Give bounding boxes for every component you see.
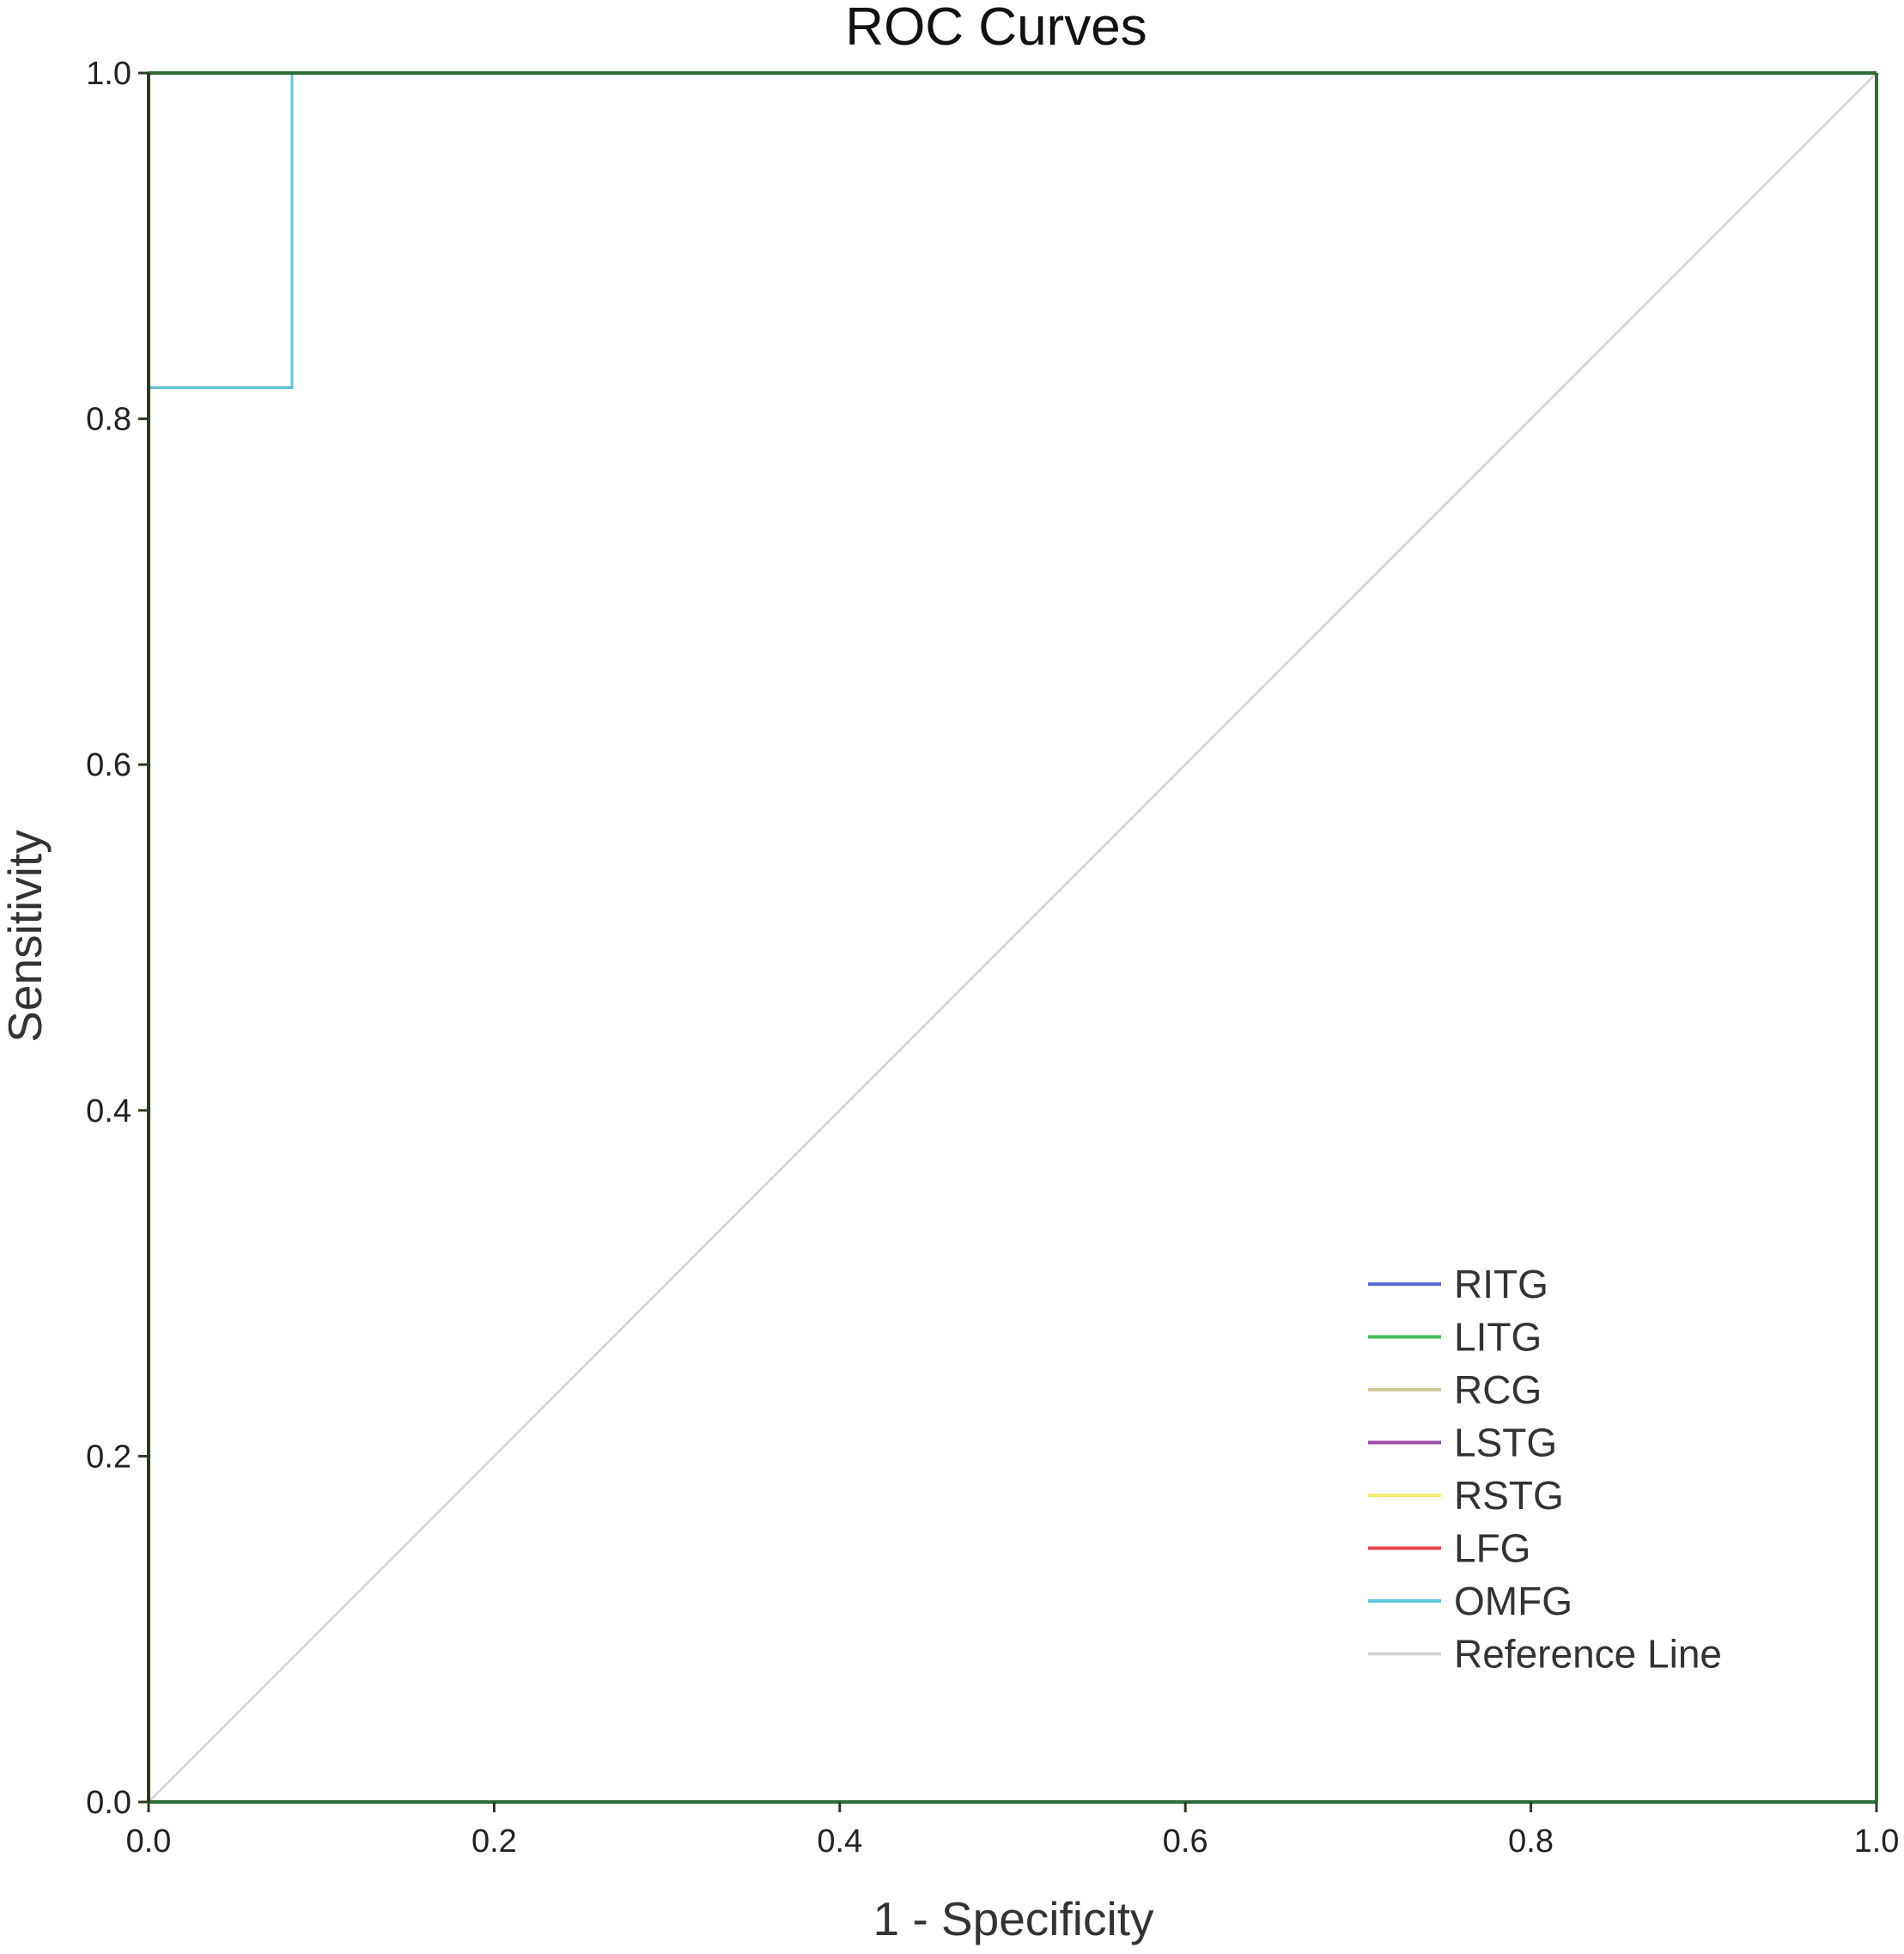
legend-label-lstg: LSTG — [1454, 1421, 1557, 1465]
y-tick-label: 0.0 — [86, 1785, 131, 1821]
legend-label-lfg: LFG — [1454, 1526, 1530, 1571]
legend-label-reference-line: Reference Line — [1454, 1632, 1722, 1677]
x-tick-label: 0.4 — [817, 1823, 862, 1860]
x-tick-label: 1.0 — [1854, 1823, 1900, 1860]
y-axis-label: Sensitivity — [0, 830, 52, 1043]
legend-label-litg: LITG — [1454, 1315, 1542, 1360]
legend-label-ritg: RITG — [1454, 1262, 1548, 1306]
x-tick-label: 0.8 — [1508, 1823, 1554, 1860]
x-tick-label: 0.2 — [471, 1823, 517, 1860]
axis-ticks: 0.0 0.2 0.4 0.6 0.8 1.0 0.0 0.2 0.4 0.6 0.8 1.0 — [86, 56, 1899, 1860]
plot-frame — [147, 71, 1878, 1804]
x-tick-label: 0.6 — [1163, 1823, 1208, 1860]
y-tick-label: 1.0 — [86, 56, 131, 92]
legend-label-rstg: RSTG — [1454, 1473, 1564, 1518]
legend: RITG LITG RCG LSTG RSTG LFG OMFG Reference Line — [1368, 1262, 1722, 1677]
chart-title: ROC Curves — [845, 0, 1147, 57]
x-tick-label: 0.0 — [126, 1823, 172, 1860]
legend-label-omfg: OMFG — [1454, 1579, 1572, 1623]
legend-label-rcg: RCG — [1454, 1367, 1542, 1412]
y-tick-label: 0.8 — [86, 402, 131, 438]
y-tick-label: 0.4 — [86, 1093, 131, 1129]
x-axis-label: 1 - Specificity — [873, 1892, 1154, 1945]
series-line-reference-line — [148, 72, 1877, 1803]
y-tick-label: 0.2 — [86, 1439, 131, 1475]
y-tick-label: 0.6 — [86, 747, 131, 783]
